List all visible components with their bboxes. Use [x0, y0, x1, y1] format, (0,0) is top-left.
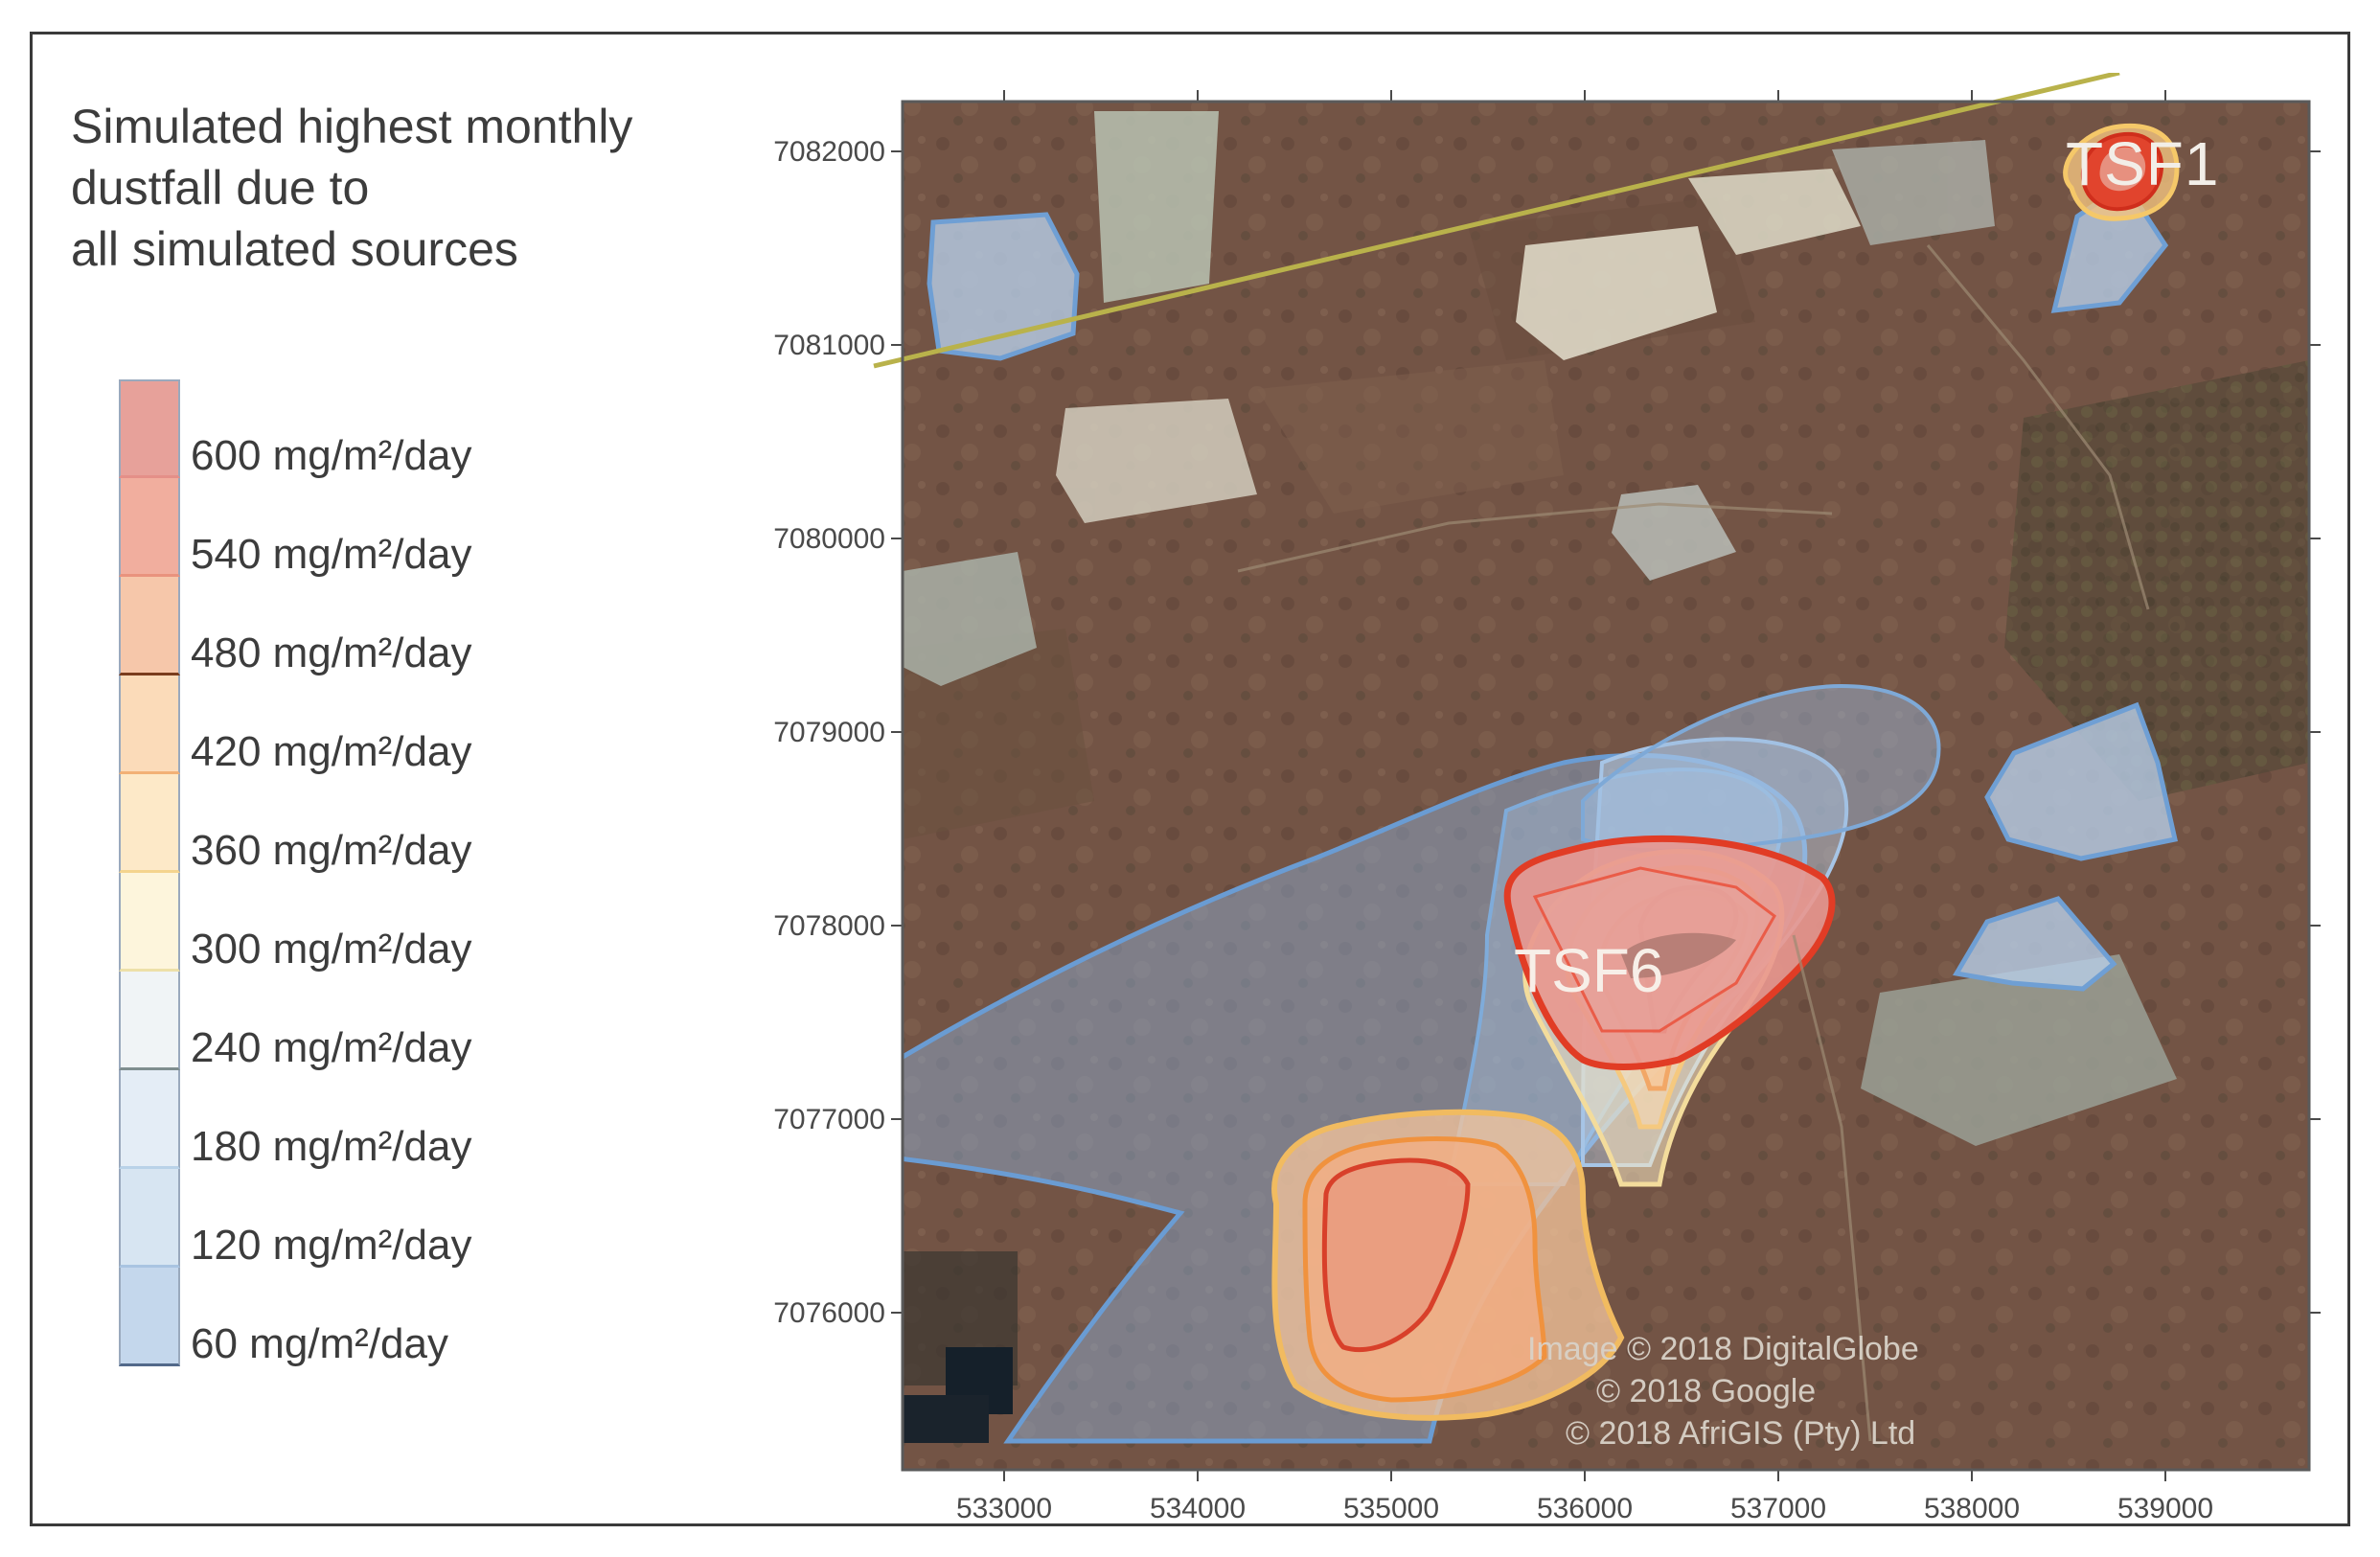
- x-tick-label: 537000: [1730, 1493, 1826, 1524]
- legend-band: [119, 1268, 180, 1366]
- legend-band: [119, 972, 180, 1070]
- mine-dumps: [903, 111, 2177, 1146]
- y-tick-label: 7081000: [773, 330, 885, 361]
- x-tick-label: 538000: [1924, 1493, 2020, 1524]
- figure-frame: Simulated highest monthly dustfall due t…: [30, 32, 2350, 1526]
- legend-title-line-1: Simulated highest monthly: [71, 100, 633, 153]
- y-tick-label: 7082000: [773, 136, 885, 168]
- y-tick-label: 7079000: [773, 717, 885, 748]
- legend-label: 600 mg/m²/day: [191, 432, 472, 479]
- legend-label: 60 mg/m²/day: [191, 1320, 448, 1367]
- x-tick-label: 533000: [956, 1493, 1052, 1524]
- y-tick-label: 7078000: [773, 910, 885, 942]
- legend-band: [119, 379, 180, 478]
- legend-band: [119, 1169, 180, 1268]
- legend-label: 120 mg/m²/day: [191, 1222, 472, 1269]
- source-label-tsf6: TSF6: [1514, 936, 1664, 1005]
- dustfall-contours: [903, 123, 2180, 1444]
- x-axis: 533000 534000 535000 536000 537000 538000 5390…: [956, 90, 2213, 1524]
- power-line: [873, 73, 2120, 369]
- north-roads: [1237, 244, 2150, 1442]
- y-tick-label: 7076000: [773, 1297, 885, 1329]
- y-tick-label: 7080000: [773, 523, 885, 555]
- x-tick-label: 535000: [1343, 1493, 1439, 1524]
- legend-band: [119, 478, 180, 577]
- y-axis: 7082000 7081000 7080000 7079000 7078000 70770…: [773, 136, 2321, 1329]
- x-tick-label: 536000: [1537, 1493, 1633, 1524]
- attribution-line-2: © 2018 Google: [1596, 1373, 1817, 1409]
- legend-label: 180 mg/m²/day: [191, 1123, 472, 1170]
- legend-color-bar: [119, 379, 180, 1366]
- legend-label: 240 mg/m²/day: [191, 1024, 472, 1071]
- legend-label: 540 mg/m²/day: [191, 531, 472, 578]
- map-attribution: Image © 2018 DigitalGlobe © 2018 Google …: [1527, 1328, 1919, 1454]
- map-border: [901, 100, 2311, 1472]
- legend-label: 420 mg/m²/day: [191, 728, 472, 775]
- legend-band: [119, 873, 180, 972]
- x-tick-label: 539000: [2117, 1493, 2213, 1524]
- legend-label: 360 mg/m²/day: [191, 827, 472, 874]
- legend-band: [119, 675, 180, 774]
- y-tick-label: 7077000: [773, 1104, 885, 1135]
- tailings-facilities-blue: [927, 180, 2178, 992]
- legend-title-line-2: dustfall due to: [71, 161, 370, 215]
- x-tick-label: 534000: [1150, 1493, 1246, 1524]
- legend-label: 480 mg/m²/day: [191, 630, 472, 676]
- legend-title-line-3: all simulated sources: [71, 222, 518, 276]
- attribution-line-1: Image © 2018 DigitalGlobe: [1527, 1331, 1919, 1367]
- source-label-tsf1: TSF1: [2066, 129, 2220, 198]
- legend-band: [119, 577, 180, 675]
- legend-band: [119, 774, 180, 873]
- dustfall-map: 533000 534000 535000 536000 537000 538000 5390…: [773, 73, 2321, 1524]
- attribution-line-3: © 2018 AfriGIS (Pty) Ltd: [1566, 1415, 1916, 1452]
- legend-title: Simulated highest monthly dustfall due t…: [71, 96, 684, 280]
- legend-band: [119, 1070, 180, 1169]
- legend-label: 300 mg/m²/day: [191, 926, 472, 973]
